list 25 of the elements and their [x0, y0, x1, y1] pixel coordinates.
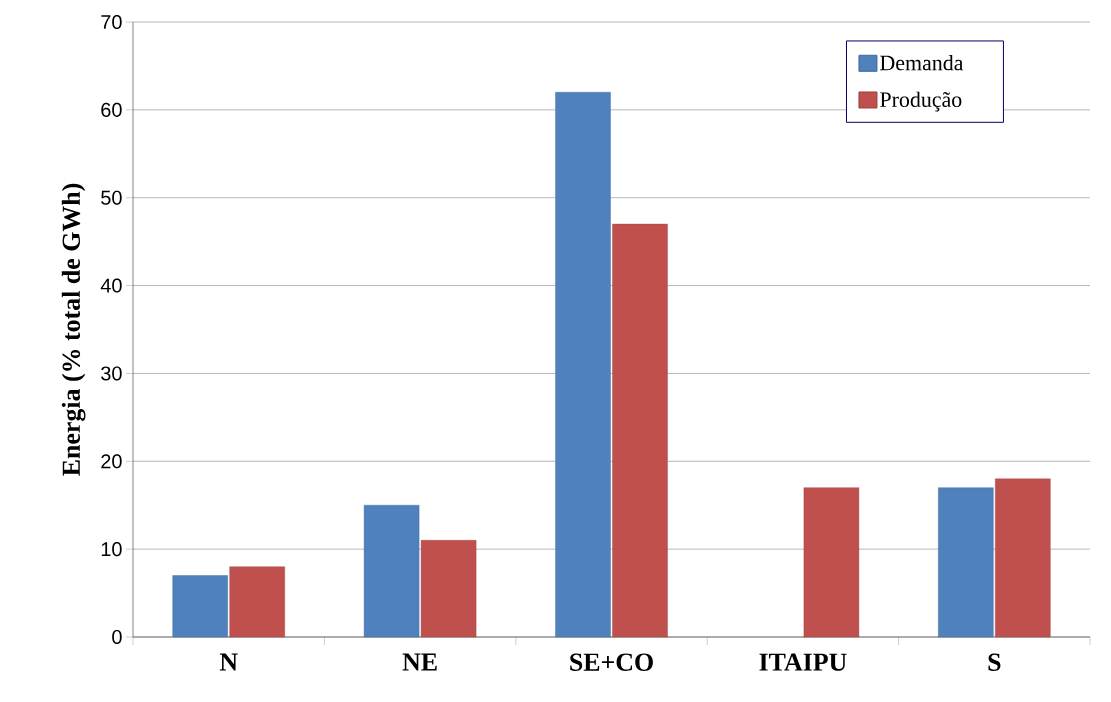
y-tick-label: 60	[101, 102, 122, 117]
x-tick-label: NE	[402, 653, 437, 671]
bar	[172, 575, 228, 638]
y-tick-label: 40	[100, 278, 122, 293]
y-tick-label: 30	[101, 366, 122, 381]
bar	[995, 478, 1051, 638]
y-tick-label: 0	[112, 629, 122, 645]
bar	[420, 540, 477, 638]
x-tick-label: S	[988, 653, 1001, 671]
bar	[612, 223, 668, 638]
y-tick-label: 70	[101, 14, 122, 30]
y-axis-title: Energia (% total de GWh)	[61, 183, 86, 476]
legend-label: Produção	[880, 91, 962, 112]
x-tick-label: N	[219, 653, 238, 671]
bar	[555, 92, 611, 638]
legend-label: Demanda	[880, 54, 964, 71]
x-tick-label: SE+CO	[570, 653, 653, 671]
y-tick-label: 10	[101, 542, 122, 557]
bar	[803, 487, 860, 638]
y-tick-label: 50	[101, 190, 122, 205]
x-tick-label: ITAIPU	[759, 653, 847, 671]
bar	[229, 566, 285, 638]
bar	[938, 487, 994, 638]
bar	[363, 505, 420, 638]
y-tick-label: 20	[101, 454, 122, 469]
